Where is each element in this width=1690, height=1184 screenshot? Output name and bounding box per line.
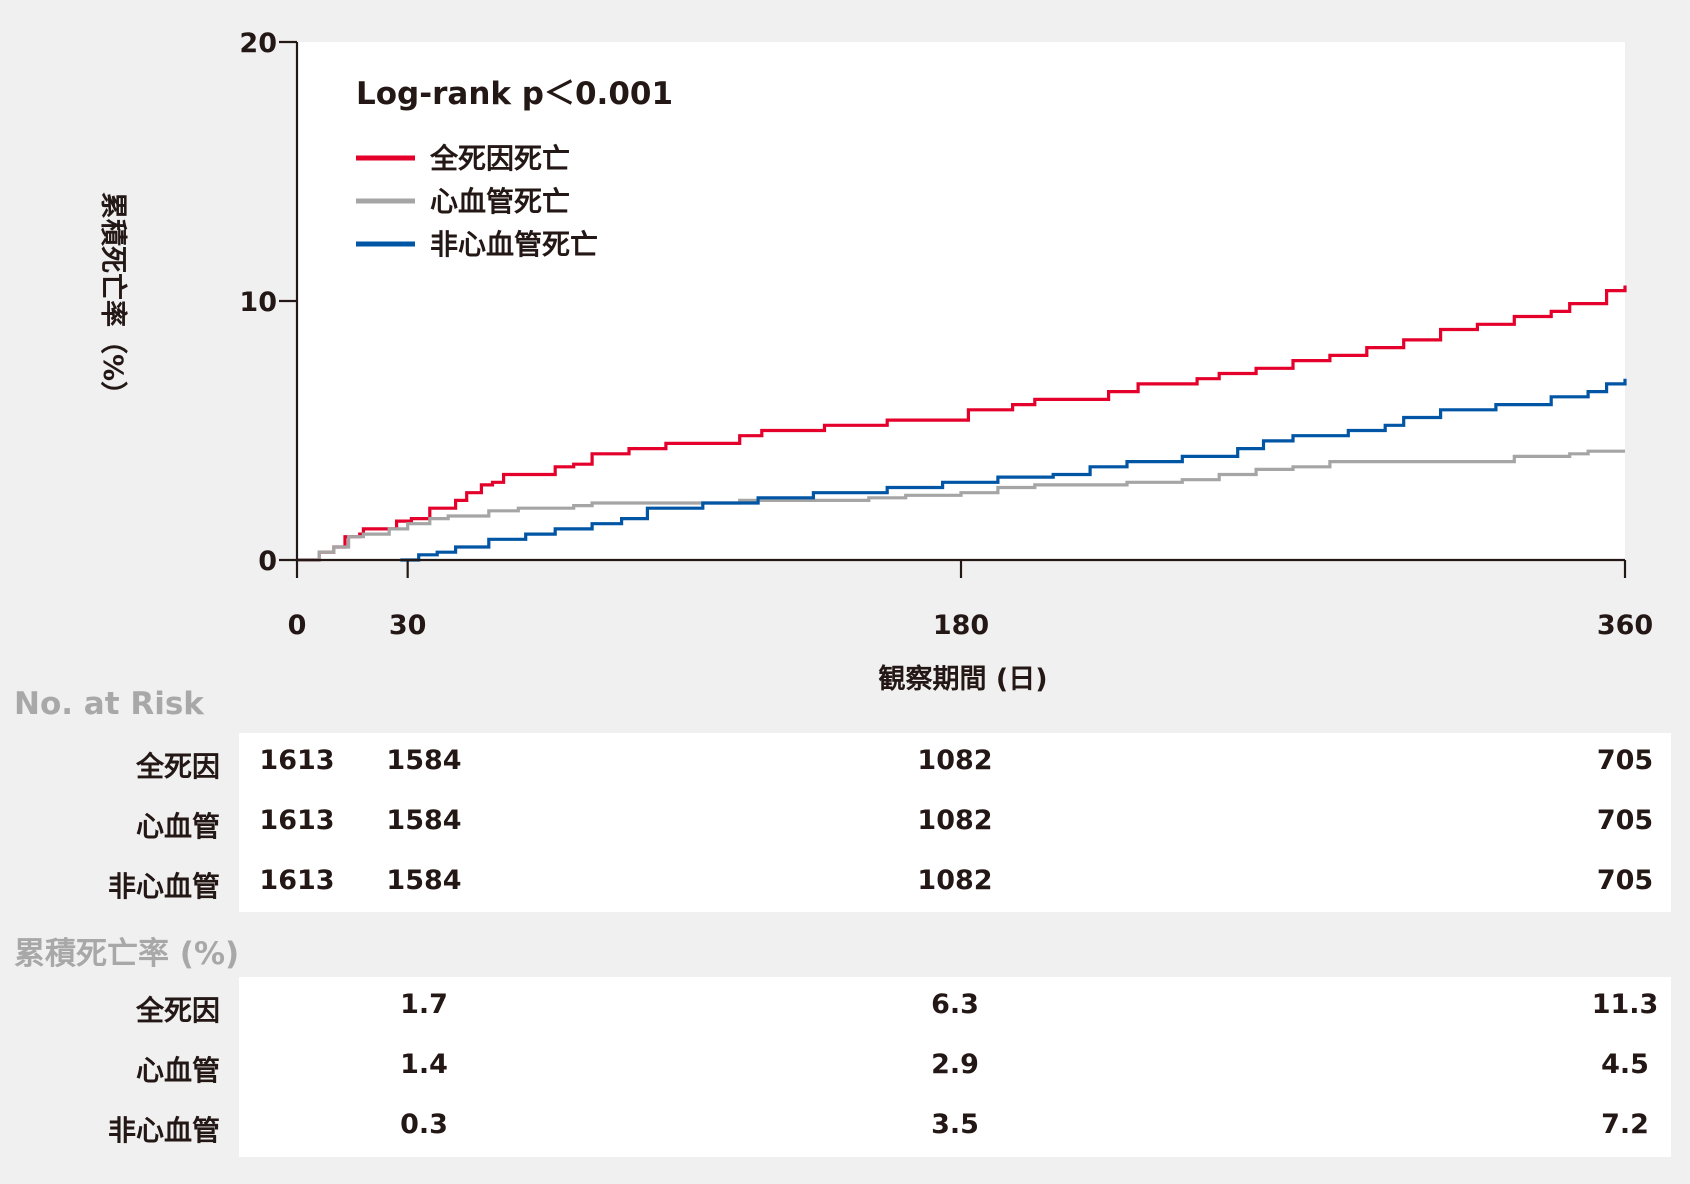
rate-value: 1.7	[400, 989, 448, 1020]
series-layer	[297, 285, 1627, 562]
risk-value: 1584	[386, 745, 462, 776]
p-value-annotation: Log-rank p＜0.001	[356, 76, 673, 112]
rate-value: 2.9	[931, 1049, 979, 1080]
risk-value: 1613	[259, 745, 335, 776]
rate-value: 1.4	[400, 1049, 448, 1080]
risk-value: 1584	[386, 865, 462, 896]
risk-value: 705	[1596, 865, 1654, 896]
legend-label: 心血管死亡	[430, 185, 570, 218]
risk-table	[239, 733, 1671, 912]
rate-value: 6.3	[931, 989, 979, 1020]
rate-value: 0.3	[400, 1109, 448, 1140]
rate-value: 3.5	[931, 1109, 979, 1140]
rate-row-label: 全死因	[135, 994, 220, 1027]
rate-value: 11.3	[1591, 989, 1659, 1020]
y-tick-label: 10	[239, 287, 277, 318]
risk-row-label: 全死因	[135, 750, 220, 783]
km-chart: 0 30 180 360 0 10 20 Log-rank p＜0.001 全死因死亡心血管…	[97, 28, 1653, 695]
risk-value: 705	[1596, 805, 1654, 836]
legend-label: 非心血管死亡	[430, 228, 598, 261]
rate-table-title: 累積死亡率 (%)	[14, 936, 240, 972]
rate-value: 7.2	[1601, 1109, 1649, 1140]
risk-value: 1613	[259, 805, 335, 836]
risk-value: 1613	[259, 865, 335, 896]
y-axis-title: 累積死亡率（%）	[97, 192, 129, 408]
x-tick-label: 0	[288, 610, 307, 641]
series-line-2	[297, 449, 1625, 562]
x-axis-title: 観察期間 (日)	[878, 663, 1047, 695]
series-line-3	[400, 378, 1627, 562]
series-line-1	[297, 285, 1627, 562]
risk-value: 1584	[386, 805, 462, 836]
rate-value: 4.5	[1601, 1049, 1649, 1080]
y-tick-label: 20	[239, 28, 277, 59]
risk-value: 705	[1596, 745, 1654, 776]
legend-label: 全死因死亡	[429, 142, 570, 175]
axes-layer: 0 30 180 360 0 10 20	[239, 28, 1653, 641]
y-tick-label: 0	[258, 546, 277, 577]
rate-row-label: 心血管	[135, 1054, 220, 1087]
x-tick-label: 30	[389, 610, 427, 641]
risk-table-title: No. at Risk	[14, 686, 204, 722]
rate-table	[239, 977, 1671, 1157]
risk-row-label: 非心血管	[107, 870, 220, 903]
rate-row-label: 非心血管	[107, 1114, 220, 1147]
risk-row-label: 心血管	[135, 810, 220, 843]
risk-value: 1082	[917, 805, 993, 836]
risk-value: 1082	[917, 865, 993, 896]
x-tick-label: 360	[1597, 610, 1653, 641]
risk-value: 1082	[917, 745, 993, 776]
x-tick-label: 180	[933, 610, 989, 641]
